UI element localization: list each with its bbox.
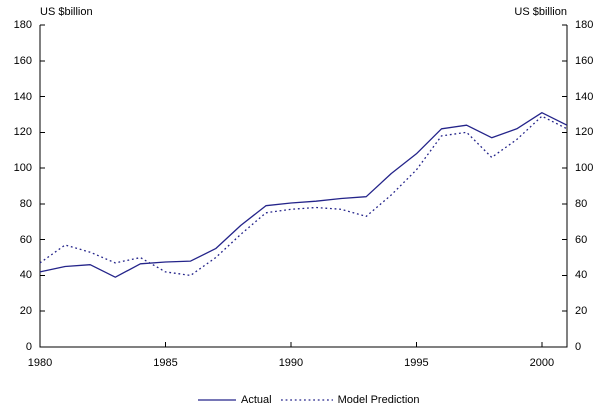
y-tick-label-left: 60 [19,233,32,246]
legend: Actual Model Prediction [198,394,424,406]
legend-label-actual: Actual [241,394,272,406]
y-tick-label-left: 100 [13,162,32,175]
x-tick-label: 2000 [529,357,555,369]
y-axis-unit-right: US $billion [514,6,567,18]
y-axis-unit-left: US $billion [40,6,93,18]
legend-dotted-line-icon [280,399,333,401]
x-tick-label: 1985 [153,357,178,369]
y-tick-label-right: 60 [575,233,588,246]
legend-solid-line-icon [198,399,236,401]
y-tick-label-left: 0 [25,341,32,353]
x-tick-label: 1995 [404,357,429,369]
series-line-actual [39,112,568,278]
y-tick-label-right: 40 [575,269,588,282]
y-tick-label-right: 180 [575,19,594,31]
y-tick-label-left: 160 [13,54,32,67]
y-tick-label-left: 120 [13,126,32,139]
y-tick-label-right: 120 [575,126,594,139]
y-tick-label-left: 140 [13,90,32,103]
x-tick-label: 1980 [27,357,53,369]
series-line-model-prediction [39,115,568,277]
y-tick-label-left: 20 [19,305,32,318]
y-tick-label-right: 20 [575,305,588,318]
legend-label-model-prediction: Model Prediction [337,394,420,406]
y-tick-label-right: 0 [575,341,582,353]
y-tick-label-left: 180 [13,19,32,31]
y-tick-label-left: 80 [19,197,32,210]
x-tick-label: 1990 [278,357,304,369]
y-tick-label-right: 100 [575,162,594,175]
y-tick-label-right: 140 [575,90,594,103]
y-tick-label-right: 80 [575,197,588,210]
y-tick-label-left: 40 [19,269,32,282]
y-tick-label-right: 160 [575,54,594,67]
axes [39,25,568,348]
